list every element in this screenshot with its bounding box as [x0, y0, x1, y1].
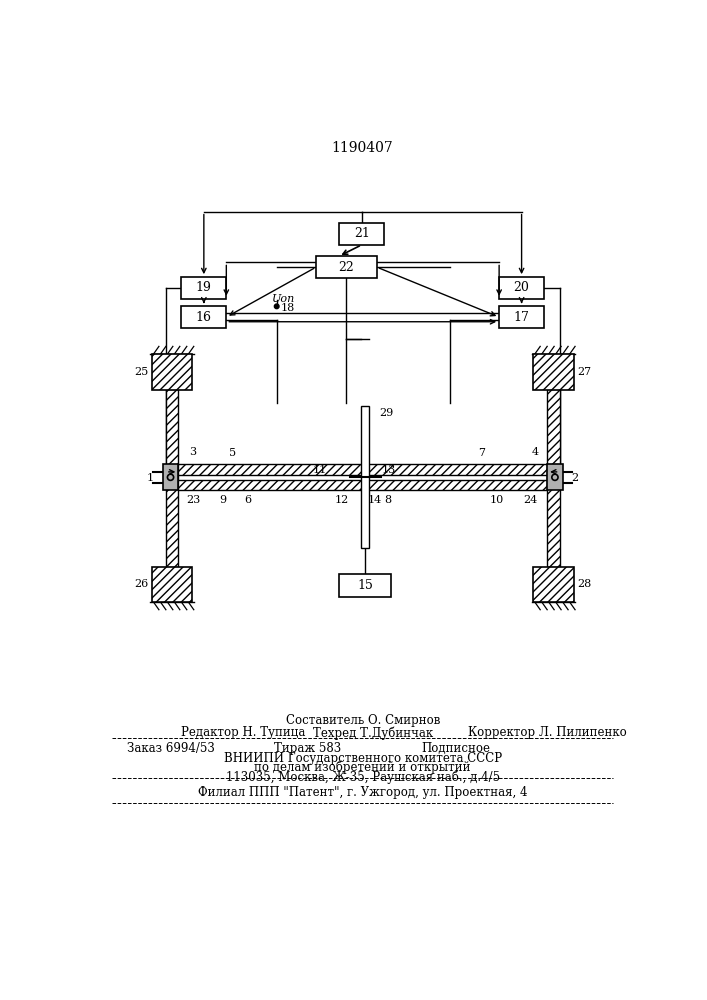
Text: Филиал ППП "Патент", г. Ужгород, ул. Проектная, 4: Филиал ППП "Патент", г. Ужгород, ул. Про… — [198, 786, 527, 799]
Bar — [152, 567, 192, 602]
Text: 14: 14 — [367, 495, 382, 505]
Text: ВНИИПИ Государственного комитета СССР: ВНИИПИ Государственного комитета СССР — [223, 752, 502, 765]
Text: 23: 23 — [187, 495, 201, 505]
Bar — [152, 354, 192, 389]
Text: 13: 13 — [381, 465, 395, 475]
Text: 15: 15 — [357, 579, 373, 592]
Text: Техред Т.Дубинчак: Техред Т.Дубинчак — [313, 726, 433, 740]
Bar — [182, 277, 226, 299]
Bar — [499, 306, 544, 328]
Text: 25: 25 — [134, 367, 148, 377]
Text: 22: 22 — [339, 261, 354, 274]
Text: 24: 24 — [523, 495, 537, 505]
Text: 19: 19 — [196, 281, 212, 294]
Bar — [499, 277, 544, 299]
Text: 4: 4 — [532, 447, 539, 457]
Text: 26: 26 — [134, 579, 148, 589]
Circle shape — [274, 304, 279, 309]
Bar — [339, 223, 385, 245]
Text: 1: 1 — [147, 473, 154, 483]
Bar — [178, 464, 547, 475]
Text: 17: 17 — [514, 311, 530, 324]
Text: Подписное: Подписное — [421, 742, 491, 755]
Text: 7: 7 — [478, 448, 485, 458]
Bar — [547, 389, 559, 567]
Text: Uоп: Uоп — [272, 294, 296, 304]
Bar — [178, 480, 547, 490]
Bar — [163, 464, 178, 490]
Text: 6: 6 — [245, 495, 252, 505]
Text: 9: 9 — [220, 495, 227, 505]
Text: 3: 3 — [189, 447, 196, 457]
Text: Редактор Н. Тупица: Редактор Н. Тупица — [182, 726, 305, 739]
Text: 1190407: 1190407 — [331, 141, 393, 155]
Bar — [547, 464, 563, 490]
Bar — [339, 574, 392, 597]
Bar — [361, 406, 369, 548]
Text: 2: 2 — [571, 473, 578, 483]
Bar — [182, 306, 226, 328]
Text: 27: 27 — [578, 367, 592, 377]
Text: 11: 11 — [313, 465, 327, 475]
Text: Заказ 6994/53: Заказ 6994/53 — [127, 742, 215, 755]
Text: 5: 5 — [229, 448, 236, 458]
Bar — [166, 389, 178, 567]
Text: по делам изобретений и открытий: по делам изобретений и открытий — [255, 761, 471, 774]
Bar — [533, 567, 573, 602]
Text: 28: 28 — [578, 579, 592, 589]
Text: 113035, Москва, Ж-35, Раушская наб., д.4/5: 113035, Москва, Ж-35, Раушская наб., д.4… — [226, 770, 500, 784]
Text: Тираж 583: Тираж 583 — [274, 742, 341, 755]
Bar — [316, 256, 377, 278]
Text: 21: 21 — [354, 227, 370, 240]
Text: 10: 10 — [490, 495, 504, 505]
Text: 20: 20 — [514, 281, 530, 294]
Bar — [533, 354, 573, 389]
Text: Корректор Л. Пилипенко: Корректор Л. Пилипенко — [468, 726, 627, 739]
Text: 16: 16 — [196, 311, 212, 324]
Text: 8: 8 — [385, 495, 392, 505]
Text: 12: 12 — [334, 495, 349, 505]
Text: 29: 29 — [379, 408, 393, 418]
Text: 18: 18 — [281, 303, 295, 313]
Text: Составитель О. Смирнов: Составитель О. Смирнов — [286, 714, 440, 727]
